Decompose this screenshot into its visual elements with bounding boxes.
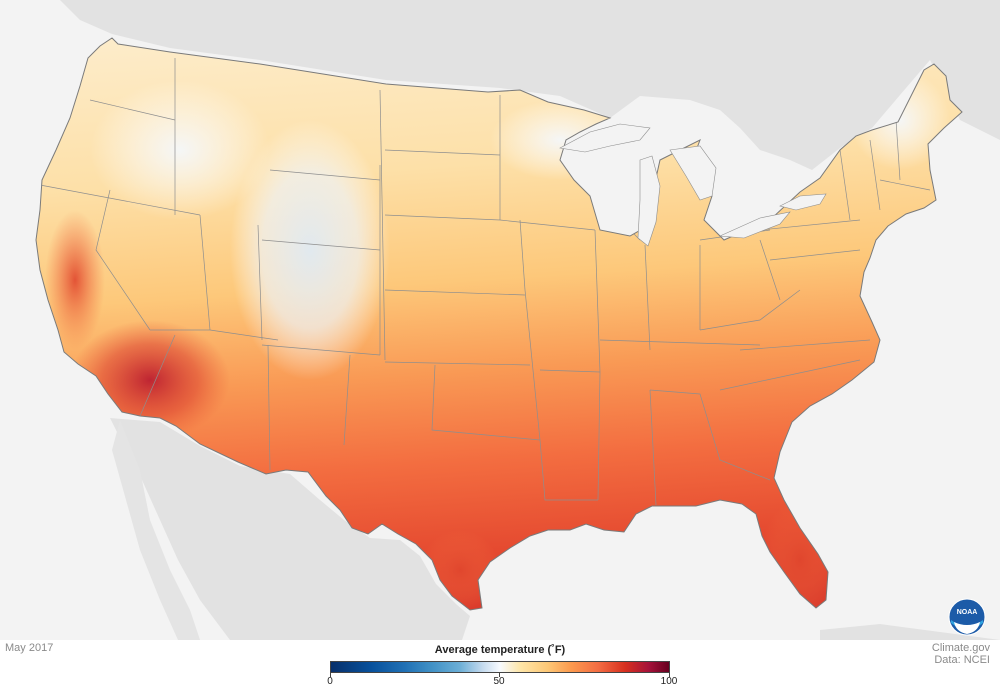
lake-ontario: [779, 193, 827, 211]
noaa-logo: NOAA: [948, 598, 986, 636]
temperature-map: [0, 0, 1000, 640]
cuba-land: [820, 624, 1000, 640]
great-lakes: [559, 123, 827, 247]
date-label: May 2017: [5, 642, 54, 654]
legend-color-bar: [330, 661, 670, 673]
legend-tick-min: [330, 673, 331, 677]
noaa-logo-text: NOAA: [957, 609, 978, 616]
mexico-land: [110, 418, 470, 640]
credit-source: Data: NCEI: [934, 654, 990, 666]
map-canvas: [35, 0, 1000, 640]
canada-land: [60, 0, 1000, 170]
credit-site: Climate.gov: [931, 642, 990, 654]
legend-label-max: 100: [660, 676, 678, 687]
baja-peninsula: [112, 420, 200, 640]
map-footer: May 2017 Average temperature (˚F) 0 50 1…: [0, 640, 1000, 690]
legend-tick-mid: [499, 673, 500, 677]
legend-title: Average temperature (˚F): [434, 644, 566, 656]
lake-erie: [718, 211, 791, 239]
lake-michigan: [637, 155, 661, 247]
legend-label-mid: 50: [493, 676, 505, 687]
legend-tick-max: [669, 673, 670, 677]
neighbor-land: [60, 0, 1000, 640]
lake-huron: [669, 145, 717, 201]
lake-superior: [559, 123, 651, 153]
legend-label-min: 0: [327, 676, 333, 687]
